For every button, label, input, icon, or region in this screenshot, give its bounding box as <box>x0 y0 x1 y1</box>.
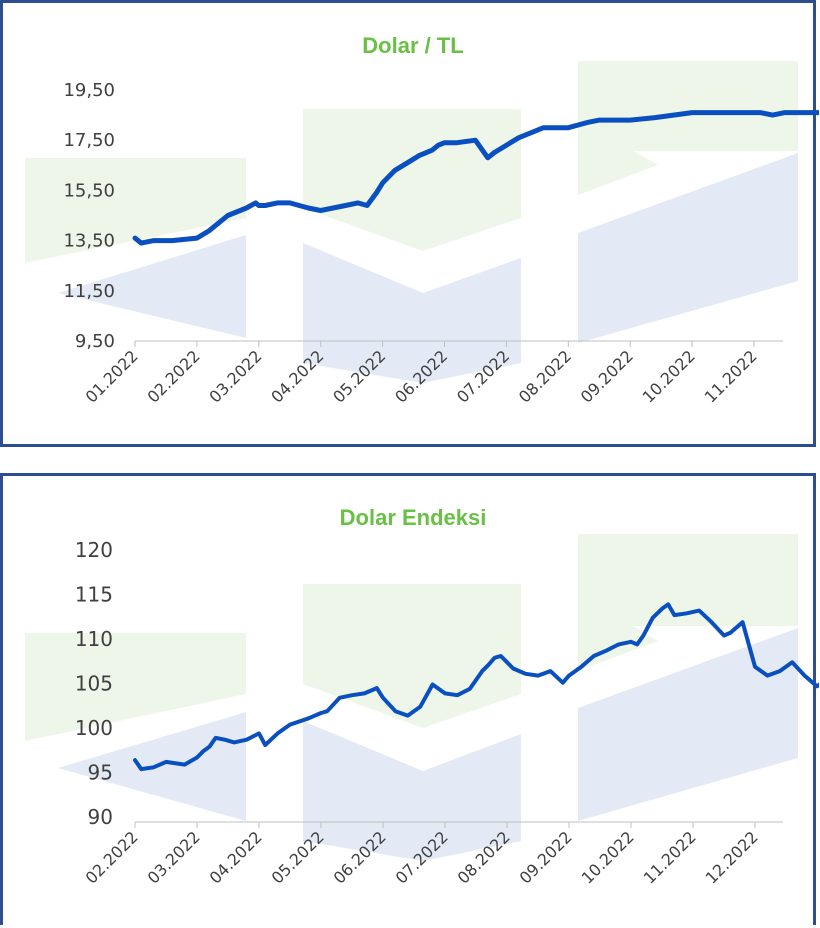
x-tick-label: 11.2022 <box>701 346 761 406</box>
y-tick-label: 17,50 <box>63 130 115 151</box>
y-tick-label: 120 <box>75 538 113 562</box>
dollar-index-chart: Dolar Endeksi 120 115 110 105 100 95 90 02.202… <box>25 505 819 888</box>
watermark-shape <box>303 243 521 383</box>
x-tick-label: 03.2022 <box>205 346 265 406</box>
watermark-logo <box>25 61 798 383</box>
watermark-shape <box>25 633 246 741</box>
series-line-dollar-index <box>133 602 819 772</box>
x-tick-label: 05.2022 <box>268 827 328 887</box>
x-tick-label: 10.2022 <box>578 827 638 887</box>
watermark-shape <box>578 628 798 821</box>
y-tick-label: 95 <box>88 761 113 785</box>
y-tick-label: 11,50 <box>63 281 115 302</box>
watermark-shape <box>578 61 798 195</box>
usd-try-chart-panel: Dolar / TL 19,50 17,50 15,50 13,50 11,50 9,50… <box>0 0 819 447</box>
chart-title: Dolar Endeksi <box>340 505 487 530</box>
y-tick-label: 13,50 <box>63 231 115 252</box>
x-tick-label: 04.2022 <box>267 346 327 406</box>
watermark-shape <box>58 235 246 338</box>
y-tick-label: 90 <box>88 805 113 829</box>
watermark-shape <box>25 158 246 263</box>
x-tick-label: 12.2022 <box>702 827 762 887</box>
x-tick-label: 09.2022 <box>577 346 637 406</box>
watermark-shape <box>578 534 798 671</box>
x-tick-label: 10.2022 <box>639 346 699 406</box>
watermark-shape <box>578 153 798 343</box>
watermark-logo <box>25 534 798 861</box>
watermark-shape <box>303 584 521 728</box>
y-tick-label: 9,50 <box>75 331 115 352</box>
y-axis-ticks: 19,50 17,50 15,50 13,50 11,50 9,50 <box>63 80 115 352</box>
x-tick-label: 04.2022 <box>206 827 266 887</box>
watermark-shape <box>303 721 521 861</box>
y-axis-ticks: 120 115 110 105 100 95 90 <box>75 538 113 829</box>
x-tick-label: 09.2022 <box>516 827 576 887</box>
dollar-index-chart-panel: Dolar Endeksi 120 115 110 105 100 95 90 02.202… <box>0 473 819 925</box>
chart-title: Dolar / TL <box>362 33 463 58</box>
x-tick-label: 01.2022 <box>82 346 142 406</box>
y-tick-label: 115 <box>75 583 113 607</box>
usd-try-chart: Dolar / TL 19,50 17,50 15,50 13,50 11,50 9,50… <box>25 33 819 407</box>
y-tick-label: 100 <box>75 716 113 740</box>
y-tick-label: 19,50 <box>63 80 115 101</box>
y-tick-label: 15,50 <box>63 180 115 201</box>
y-tick-label: 105 <box>75 672 113 696</box>
watermark-shape <box>303 109 521 251</box>
series-line-usd-try <box>132 110 819 246</box>
y-tick-label: 110 <box>75 627 113 651</box>
x-tick-label: 02.2022 <box>144 346 204 406</box>
x-tick-label: 03.2022 <box>144 827 204 887</box>
x-tick-label: 02.2022 <box>82 827 142 887</box>
x-tick-label: 11.2022 <box>640 827 700 887</box>
x-tick-label: 08.2022 <box>515 346 575 406</box>
